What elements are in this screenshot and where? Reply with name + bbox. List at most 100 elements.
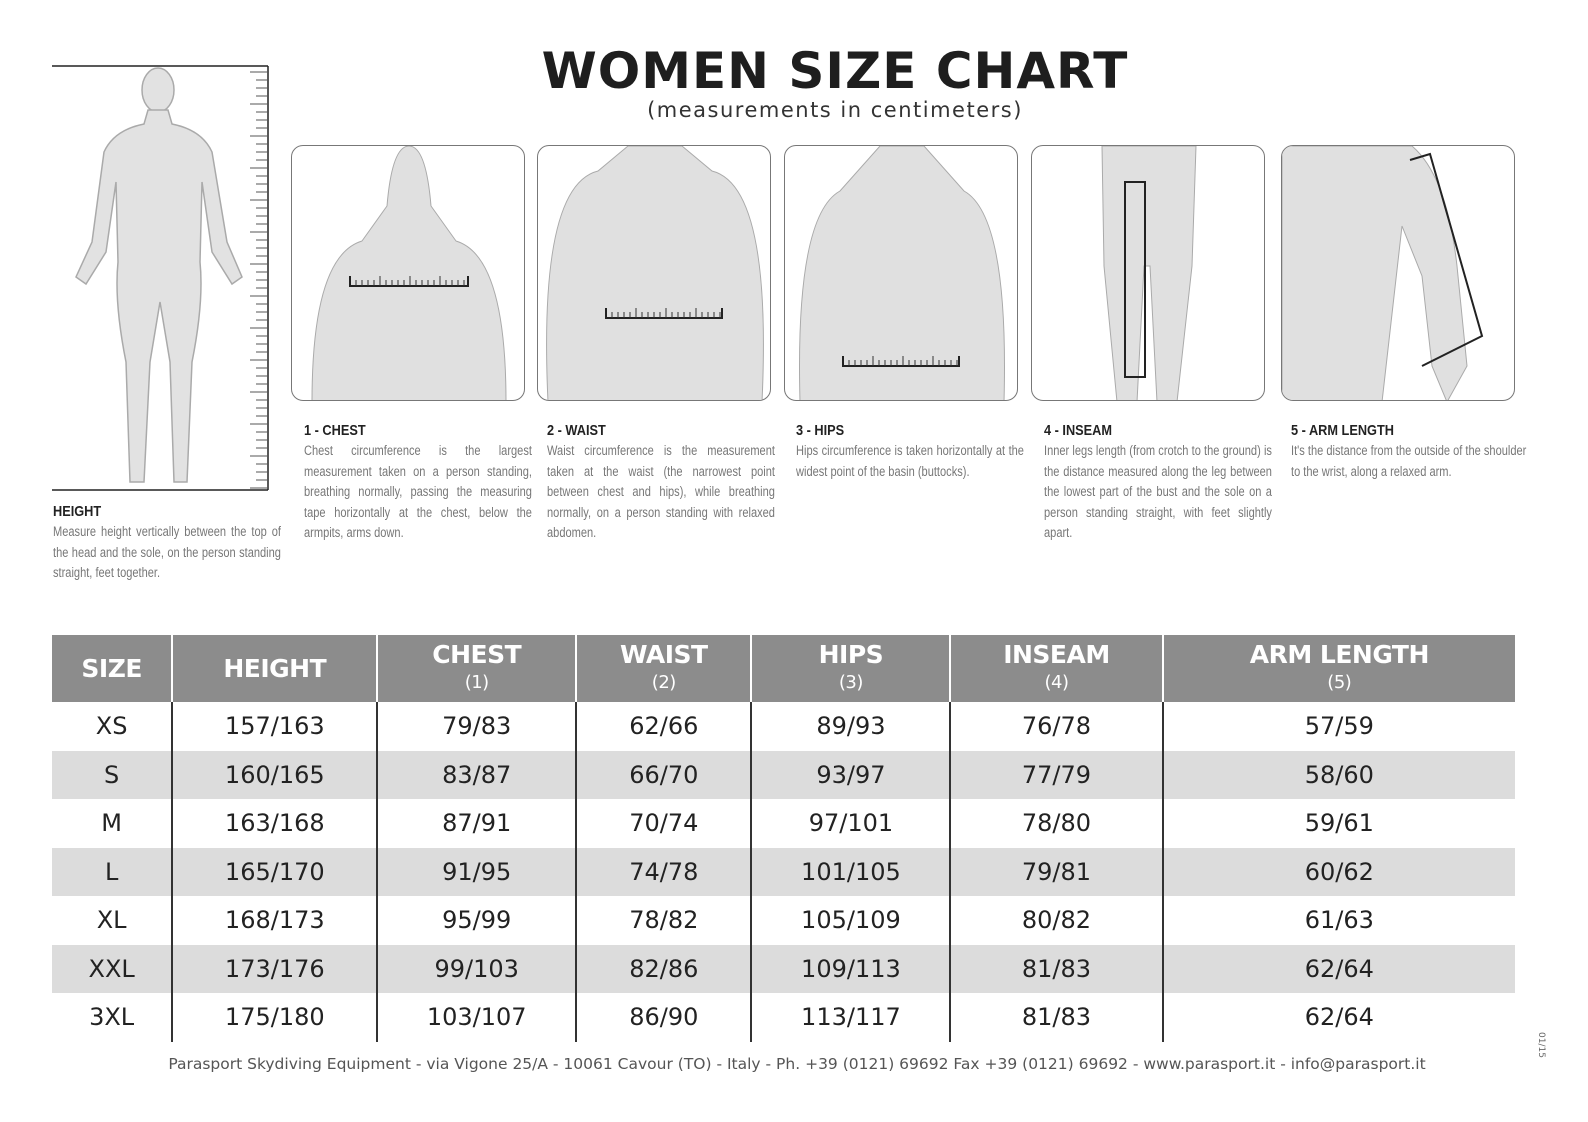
height-figure-illustration (52, 65, 269, 491)
chest-title: 1 - CHEST (304, 422, 366, 439)
column-header-label: INSEAM (1003, 639, 1110, 669)
document-code: 01/15 (1535, 1032, 1546, 1058)
table-cell: 59/61 (1304, 809, 1374, 838)
table-cell: 81/83 (950, 944, 1164, 993)
column-header: SIZE (52, 635, 174, 702)
table-cell: 103/107 (377, 993, 578, 1042)
height-title: HEIGHT (53, 503, 102, 520)
inseam-description: 4 - INSEAM Inner legs length (from crotch… (1044, 422, 1272, 544)
table-cell: 80/82 (950, 896, 1164, 945)
table-cell: 79/81 (950, 847, 1164, 896)
table-cell: 93/97 (751, 750, 952, 799)
table-cell: 101/105 (751, 847, 952, 896)
waist-title: 2 - WAIST (547, 422, 606, 439)
table-cell: 62/64 (1162, 944, 1515, 993)
table-row: L 165/170 91/95 74/78 101/105 79/81 60/62 (52, 847, 1515, 896)
column-header: HEIGHT (172, 635, 379, 702)
table-cell: 163/168 (172, 799, 379, 848)
page-title: WOMEN SIZE CHART (541, 42, 1129, 100)
table-cell: 86/90 (576, 993, 753, 1042)
measuring-tape (349, 276, 469, 287)
hips-text: Hips circumference is taken horizontally… (796, 443, 1024, 479)
table-cell: 62/64 (1304, 1003, 1374, 1032)
column-header-ref: (1) (464, 671, 489, 693)
table-cell: 78/80 (950, 799, 1164, 848)
table-cell: 66/70 (576, 750, 753, 799)
column-header-ref: (5) (1327, 671, 1352, 693)
height-description: HEIGHT Measure height vertically between… (53, 503, 281, 584)
table-cell: 165/170 (172, 847, 379, 896)
table-row: XXL 173/176 99/103 82/86 109/113 81/83 62/64 (52, 944, 1515, 993)
table-cell: 89/93 (751, 702, 952, 751)
waist-panel (537, 145, 771, 401)
page-subtitle: (measurements in centimeters) (647, 98, 1023, 122)
table-cell: XXL (52, 944, 174, 993)
measuring-tape (605, 308, 723, 319)
table-cell: 105/109 (751, 896, 952, 945)
inseam-text: Inner legs length (from crotch to the gr… (1044, 443, 1272, 540)
chest-panel (291, 145, 525, 401)
column-header: ARM LENGTH (5) (1162, 635, 1515, 702)
table-cell: 79/83 (377, 702, 578, 751)
column-header: INSEAM (4) (950, 635, 1164, 702)
table-cell: 91/95 (377, 847, 578, 896)
table-cell: M (52, 799, 174, 848)
table-cell: 60/62 (1162, 847, 1515, 896)
table-cell: 87/91 (377, 799, 578, 848)
hips-panel (784, 145, 1018, 401)
table-cell: 58/60 (1162, 750, 1515, 799)
table-cell: XS (52, 702, 174, 751)
table-cell: 168/173 (172, 896, 379, 945)
column-header-ref: (4) (1044, 671, 1069, 693)
table-cell: L (52, 847, 174, 896)
column-header-label: HEIGHT (223, 653, 327, 683)
chest-description: 1 - CHEST Chest circumference is the larg… (304, 422, 532, 544)
height-text: Measure height vertically between the to… (53, 524, 281, 580)
waist-illustration (546, 146, 764, 400)
measuring-tape (842, 356, 960, 367)
arm-length-illustration (1282, 146, 1484, 400)
table-row: XS 157/163 79/83 62/66 89/93 76/78 57/59 (52, 702, 1515, 751)
hips-description: 3 - HIPS Hips circumference is taken hori… (796, 422, 1024, 482)
table-cell: 95/99 (377, 896, 578, 945)
table-cell: 82/86 (576, 944, 753, 993)
column-header-label: WAIST (619, 639, 708, 669)
table-cell: 76/78 (950, 702, 1164, 751)
footer-contact: Parasport Skydiving Equipment - via Vigo… (168, 1055, 1426, 1073)
inseam-title: 4 - INSEAM (1044, 422, 1113, 439)
inseam-illustration (1101, 146, 1197, 400)
column-header: WAIST (2) (576, 635, 753, 702)
waist-description: 2 - WAIST Waist circumference is the meas… (547, 422, 775, 544)
table-cell: 157/163 (172, 702, 379, 751)
chest-illustration (311, 146, 507, 400)
table-cell: 83/87 (377, 750, 578, 799)
table-cell: 62/66 (576, 702, 753, 751)
arm-length-title: 5 - ARM LENGTH (1291, 422, 1394, 439)
table-cell: 61/63 (1304, 906, 1374, 935)
table-row: S 160/165 83/87 66/70 93/97 77/79 58/60 (52, 750, 1515, 799)
column-header-label: HIPS (818, 639, 884, 669)
table-cell: 113/117 (751, 993, 952, 1042)
table-cell: S (52, 750, 174, 799)
table-row: M 163/168 87/91 70/74 97/101 78/80 59/61 (52, 799, 1515, 848)
arm-length-panel (1281, 145, 1515, 401)
table-cell: 70/74 (576, 799, 753, 848)
column-header-label: SIZE (81, 653, 142, 683)
waist-text: Waist circumference is the measurement t… (547, 443, 775, 540)
table-cell: 175/180 (172, 993, 379, 1042)
table-cell: 57/59 (1304, 712, 1374, 741)
table-cell: 3XL (52, 993, 174, 1042)
arm-length-text: It's the distance from the outside of th… (1291, 443, 1527, 479)
column-header-ref: (2) (651, 671, 677, 693)
table-cell: 109/113 (751, 944, 952, 993)
chest-text: Chest circumference is the largest measu… (304, 443, 532, 540)
table-cell: 160/165 (172, 750, 379, 799)
column-header: CHEST (1) (377, 635, 578, 702)
hips-illustration (799, 146, 1005, 400)
table-cell: 99/103 (377, 944, 578, 993)
table-cell: 81/83 (950, 993, 1164, 1042)
table-row: XL 168/173 95/99 78/82 105/109 80/82 61/63 (52, 896, 1515, 945)
table-cell: XL (52, 896, 174, 945)
arm-length-description: 5 - ARM LENGTH It's the distance from the… (1291, 422, 1526, 482)
table-cell: 77/79 (950, 750, 1164, 799)
